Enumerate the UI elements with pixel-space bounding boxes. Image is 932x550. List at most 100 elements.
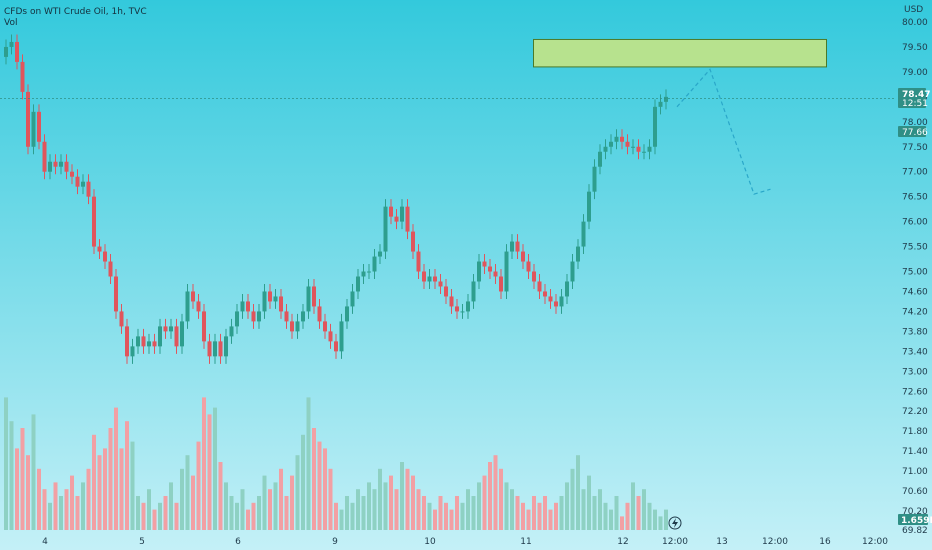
candle-body: [433, 276, 437, 282]
y-tick-label: 73.40: [902, 347, 928, 357]
candle-body: [587, 191, 591, 222]
volume-bar: [119, 448, 124, 530]
volume-bar: [136, 496, 140, 530]
candle-body: [482, 261, 487, 267]
volume-bar: [537, 502, 542, 530]
volume-bar: [246, 509, 250, 530]
candle-body: [53, 161, 58, 167]
volume-bar: [48, 502, 52, 530]
volume-bar: [658, 516, 663, 530]
volume-bar: [488, 462, 492, 530]
volume-bar: [81, 482, 85, 530]
candle-body: [97, 246, 102, 252]
candle-body: [273, 296, 278, 302]
candle-body: [609, 141, 613, 147]
volume-bar: [466, 489, 470, 530]
volume-bar: [664, 509, 668, 530]
volume-bar: [647, 502, 652, 530]
volume-bar: [37, 468, 41, 530]
candle-body: [471, 281, 476, 302]
volume-bar: [284, 496, 289, 530]
target-zone: [533, 38, 827, 68]
volume-bar: [114, 407, 118, 530]
volume-bar: [92, 434, 96, 530]
candle-body: [279, 296, 283, 312]
candle-body: [510, 241, 514, 252]
candle-body: [158, 326, 162, 347]
volume-bar: [158, 502, 162, 530]
y-tick-label: 70.20: [902, 507, 928, 517]
volume-bar: [174, 502, 179, 530]
volume-bar: [268, 489, 272, 530]
candle-body: [411, 231, 415, 252]
volume-bar: [301, 434, 305, 530]
volume-bar: [427, 502, 432, 530]
volume-bar: [169, 482, 173, 530]
candle-body: [526, 261, 531, 272]
volume-bar: [394, 489, 399, 530]
volume-bar: [4, 397, 8, 530]
volume-bar: [97, 455, 102, 530]
candle-body: [466, 301, 470, 312]
current-price-badge: 78.47 12:51: [898, 88, 930, 109]
candle-body: [565, 281, 569, 297]
candle-body: [86, 181, 91, 197]
volume-bar: [631, 482, 635, 530]
candle-body: [103, 251, 107, 262]
candle-body: [213, 341, 217, 357]
y-tick-label: 71.00: [902, 467, 928, 477]
x-tick-label: 6: [235, 537, 241, 547]
candle-body: [383, 206, 388, 252]
volume-bar: [328, 468, 333, 530]
candle-body: [268, 291, 272, 302]
replay-icon[interactable]: [668, 516, 682, 530]
candle-body: [312, 286, 316, 307]
x-tick-label: 16: [819, 537, 831, 547]
volume-bar: [196, 441, 201, 530]
volume-bar: [515, 496, 520, 530]
y-tick-label: 80.00: [902, 18, 928, 28]
candle-body: [625, 141, 630, 147]
candle-body: [306, 286, 311, 312]
x-tick-label: 11: [520, 537, 531, 547]
candle-body: [323, 321, 327, 332]
candle-body: [59, 161, 63, 167]
volume-bar: [592, 496, 597, 530]
candle-body: [653, 106, 657, 147]
volume-bar: [504, 482, 509, 530]
candle-body: [394, 216, 399, 222]
volume-bar: [587, 475, 591, 530]
candle-body: [372, 256, 377, 272]
candle-body: [15, 41, 19, 62]
volume-bar: [383, 482, 388, 530]
candle-body: [598, 151, 602, 167]
x-tick-label: 10: [424, 537, 436, 547]
y-tick-label: 71.80: [902, 427, 928, 437]
volume-bar: [614, 496, 619, 530]
candle-body: [9, 41, 14, 47]
volume-bar: [438, 496, 443, 530]
volume-bar: [147, 489, 151, 530]
volume-bar: [15, 448, 19, 530]
y-tick-label: 70.60: [902, 487, 928, 497]
candle-body: [64, 161, 69, 172]
volume-bar: [191, 475, 195, 530]
volume-bar: [455, 496, 459, 530]
volume-bar: [559, 496, 564, 530]
volume-bar: [312, 428, 316, 530]
volume-bar: [59, 496, 63, 530]
volume-bar: [554, 502, 558, 530]
volume-bar: [570, 468, 575, 530]
candle-body: [163, 326, 168, 332]
candle-body: [422, 271, 426, 282]
candle-body: [427, 276, 432, 282]
volume-bar: [642, 489, 646, 530]
x-tick-label: 13: [716, 537, 727, 547]
candle-body: [301, 311, 305, 322]
volume-bar: [609, 509, 613, 530]
volume-bar: [636, 496, 641, 530]
candle-body: [328, 331, 333, 342]
candle-body: [356, 276, 360, 292]
